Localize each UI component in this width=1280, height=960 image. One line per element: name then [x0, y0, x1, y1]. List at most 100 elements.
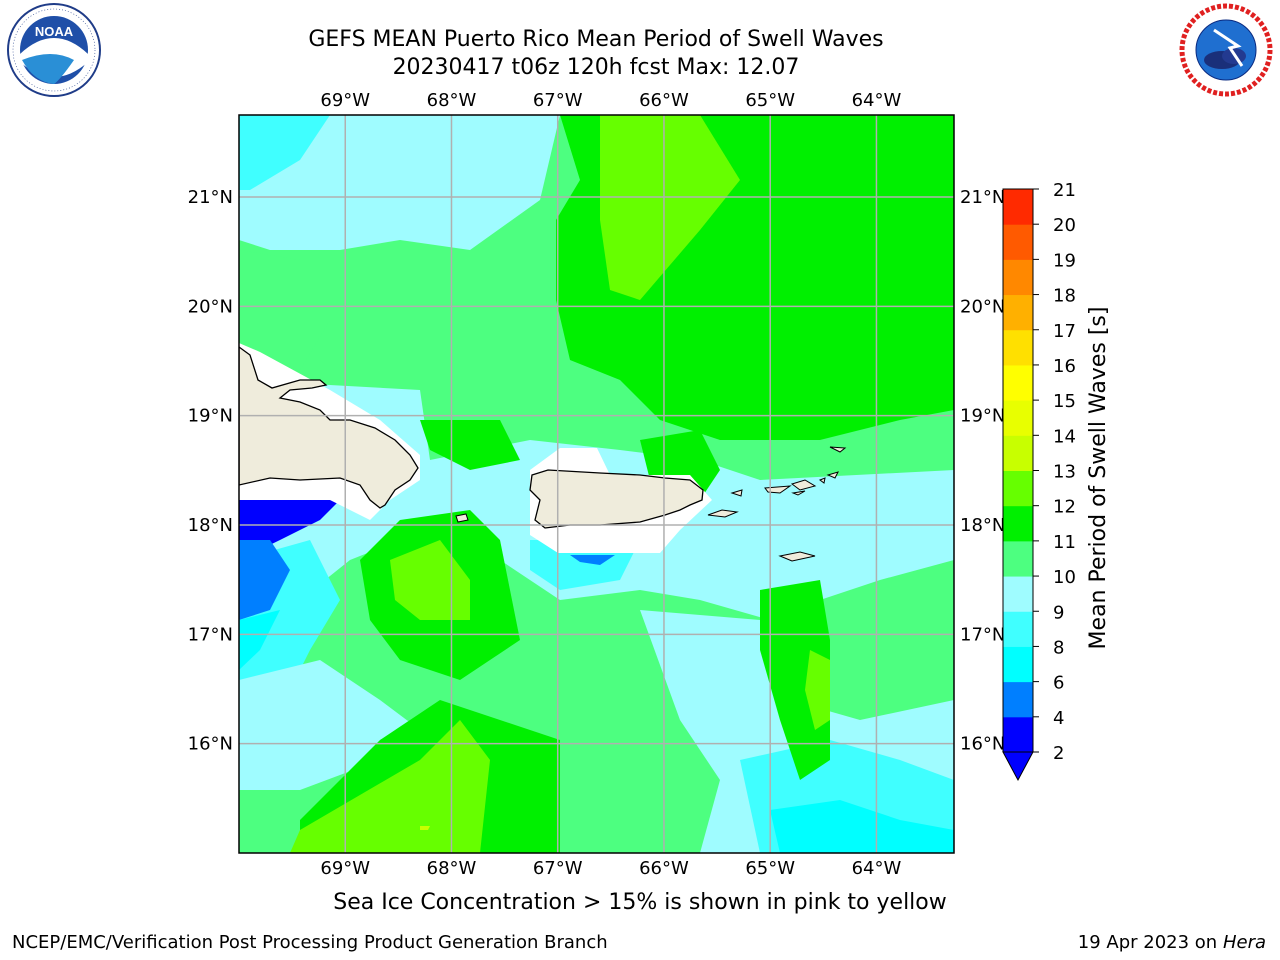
- bvi-island: [826, 471, 839, 479]
- colorbar-tick-label: 20: [1053, 215, 1076, 236]
- culebra-island: [730, 489, 743, 497]
- noaa-logo-text: NOAA: [35, 24, 74, 39]
- swell-period-field: [239, 115, 954, 853]
- colorbar-tick-label: 21: [1053, 180, 1076, 201]
- colorbar-segment-2: [1003, 716, 1033, 753]
- field-2-4: [239, 540, 290, 620]
- lat-labels-right: 21°N 20°N 19°N 18°N 17°N 16°N: [960, 187, 1005, 755]
- lon-label-bottom: 66°W: [639, 858, 689, 879]
- colorbar-segment-17: [1003, 294, 1033, 331]
- colorbar-tick-label: 18: [1053, 286, 1076, 307]
- colorbar-segment-14: [1003, 400, 1033, 436]
- lon-label-bottom: 64°W: [852, 858, 902, 879]
- colorbar-under-arrow: [1002, 751, 1034, 782]
- field-10-11-mona: [420, 420, 520, 470]
- lat-label-left: 18°N: [188, 515, 233, 536]
- footer-date-text: 19 Apr 2023 on: [1077, 932, 1218, 953]
- colorbar-label: Mean Period of Swell Waves [s]: [1086, 307, 1111, 650]
- small-island-2: [791, 490, 806, 496]
- colorbar-tick-label: 12: [1053, 497, 1076, 518]
- field-6-7-southeast: [770, 800, 954, 853]
- colorbar-tick-label: 17: [1053, 321, 1076, 342]
- colorbar-segment-16: [1003, 329, 1033, 366]
- field-4-6: [239, 610, 280, 670]
- lat-label-right: 21°N: [960, 187, 1005, 208]
- colorbar-tick-label: 15: [1053, 391, 1076, 412]
- lat-label-left: 16°N: [188, 734, 233, 755]
- lat-label-right: 16°N: [960, 734, 1005, 755]
- colorbar-tick-label: 11: [1053, 532, 1076, 553]
- puerto-rico-land: [529, 469, 704, 529]
- hispaniola-land: [239, 346, 419, 509]
- colorbar-segment-11: [1003, 505, 1033, 542]
- colorbar-tick-label: 10: [1053, 567, 1076, 588]
- colorbar-tick-label: 4: [1053, 708, 1064, 729]
- field-10-11-southeast: [760, 580, 830, 780]
- footer-system: Hera: [1222, 932, 1266, 953]
- colorbar-tick-label: 9: [1053, 602, 1064, 623]
- lon-label-bottom: 68°W: [427, 858, 477, 879]
- small-island: [818, 477, 826, 484]
- colorbar-tick-label: 14: [1053, 426, 1076, 447]
- field-7-8-northwest: [239, 115, 330, 190]
- noaa-logo-icon: NOAA: [7, 3, 101, 97]
- field-2-4-south-pr: [570, 555, 615, 565]
- field-11-12-southeast: [805, 650, 830, 730]
- field-11-12-south: [290, 720, 490, 853]
- colorbar-segment-4: [1003, 681, 1033, 718]
- st-croix-island: [778, 551, 816, 562]
- map-subtitle: 20230417 t06z 120h fcst Max: 12.07: [392, 55, 800, 80]
- colorbar-segment-20: [1003, 189, 1033, 225]
- colorbar-tick-label: 2: [1053, 743, 1064, 764]
- lon-label-top: 64°W: [852, 90, 902, 111]
- lon-label-bottom: 65°W: [745, 858, 795, 879]
- lon-label-top: 69°W: [320, 90, 370, 111]
- colorbar-segment-8: [1003, 611, 1033, 647]
- colorbar-tick-label: 6: [1053, 673, 1064, 694]
- lon-label-bottom: 69°W: [320, 858, 370, 879]
- lat-label-right: 20°N: [960, 296, 1005, 317]
- colorbar-segment-18: [1003, 259, 1033, 296]
- colorbar-segment-9: [1003, 576, 1033, 612]
- colorbar-tick-label: 19: [1053, 250, 1076, 271]
- lon-label-top: 67°W: [533, 90, 583, 111]
- field-9-10-west: [239, 250, 330, 370]
- nws-logo-icon: [1179, 3, 1273, 97]
- lon-label-top: 65°W: [745, 90, 795, 111]
- map-title: GEFS MEAN Puerto Rico Mean Period of Swe…: [308, 27, 884, 52]
- mona-island: [455, 513, 469, 523]
- colorbar-segment-15: [1003, 364, 1033, 401]
- anegada-island: [829, 446, 847, 453]
- field-11-12-north: [600, 115, 740, 300]
- st-john-island: [790, 479, 817, 491]
- footer-date: 19 Apr 2023 on Hera: [1078, 932, 1266, 953]
- colorbar-tick-label: 13: [1053, 462, 1076, 483]
- map-frame: [238, 114, 955, 854]
- map-gridlines: [239, 115, 954, 853]
- lon-label-bottom: 67°W: [533, 858, 583, 879]
- lon-label-top: 66°W: [639, 90, 689, 111]
- lat-label-right: 19°N: [960, 406, 1005, 427]
- colorbar-segment-12: [1003, 470, 1033, 507]
- colorbar-segment-13: [1003, 435, 1033, 471]
- lat-label-right: 18°N: [960, 515, 1005, 536]
- footer-credit: NCEP/EMC/Verification Post Processing Pr…: [12, 932, 608, 953]
- field-8-9-north: [239, 115, 560, 250]
- lat-label-left: 20°N: [188, 296, 233, 317]
- lon-labels-bottom: 69°W 68°W 67°W 66°W 65°W 64°W: [320, 858, 901, 879]
- colorbar: 2 4 6 8 9 10 11 12 13 14 15 16 17 18 19 20 21: [1002, 180, 1076, 782]
- colorbar-segment-10: [1003, 540, 1033, 577]
- lat-labels-left: 21°N 20°N 19°N 18°N 17°N 16°N: [188, 187, 233, 755]
- lat-label-left: 21°N: [188, 187, 233, 208]
- vieques-island: [707, 509, 739, 518]
- st-thomas-island: [764, 485, 792, 494]
- sea-ice-note: Sea Ice Concentration > 15% is shown in …: [333, 890, 947, 915]
- colorbar-segment-19: [1003, 224, 1033, 260]
- colorbar-tick-label: 16: [1053, 356, 1076, 377]
- colorbar-tick-label: 8: [1053, 637, 1064, 658]
- lat-label-left: 19°N: [188, 406, 233, 427]
- colorbar-segment-6: [1003, 646, 1033, 683]
- lon-labels-top: 69°W 68°W 67°W 66°W 65°W 64°W: [320, 90, 901, 111]
- field-12-13: [420, 826, 430, 830]
